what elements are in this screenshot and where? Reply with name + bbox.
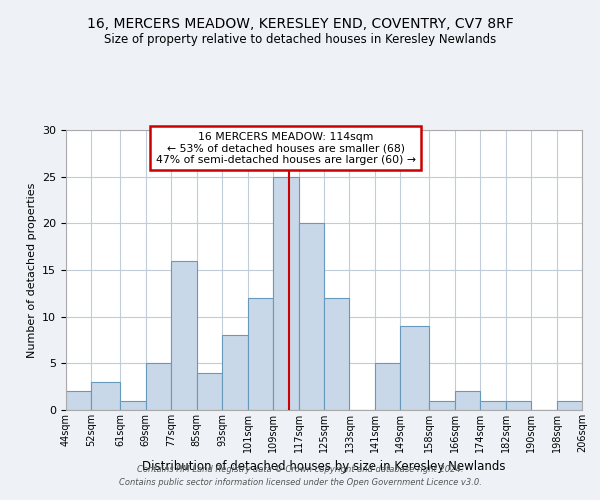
Bar: [480, 400, 506, 410]
Bar: [197, 372, 222, 410]
Bar: [222, 336, 248, 410]
Bar: [146, 364, 171, 410]
Bar: [171, 260, 197, 410]
Text: Contains public sector information licensed under the Open Government Licence v3: Contains public sector information licen…: [119, 478, 481, 487]
Bar: [375, 364, 400, 410]
Bar: [91, 382, 120, 410]
Bar: [400, 326, 429, 410]
Text: 16 MERCERS MEADOW: 114sqm
← 53% of detached houses are smaller (68)
47% of semi-: 16 MERCERS MEADOW: 114sqm ← 53% of detac…: [156, 132, 416, 165]
Y-axis label: Number of detached properties: Number of detached properties: [26, 182, 37, 358]
Bar: [455, 392, 480, 410]
Bar: [429, 400, 455, 410]
Bar: [248, 298, 273, 410]
Bar: [324, 298, 349, 410]
Text: 16, MERCERS MEADOW, KERESLEY END, COVENTRY, CV7 8RF: 16, MERCERS MEADOW, KERESLEY END, COVENT…: [86, 18, 514, 32]
Bar: [273, 176, 299, 410]
Bar: [557, 400, 582, 410]
Bar: [299, 224, 324, 410]
Text: Contains HM Land Registry data © Crown copyright and database right 2024.: Contains HM Land Registry data © Crown c…: [137, 466, 463, 474]
Bar: [66, 392, 91, 410]
Bar: [120, 400, 146, 410]
X-axis label: Distribution of detached houses by size in Keresley Newlands: Distribution of detached houses by size …: [142, 460, 506, 473]
Bar: [506, 400, 531, 410]
Text: Size of property relative to detached houses in Keresley Newlands: Size of property relative to detached ho…: [104, 32, 496, 46]
